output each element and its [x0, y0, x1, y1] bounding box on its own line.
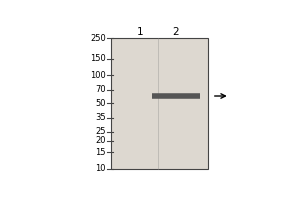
Text: 10: 10 [95, 164, 106, 173]
Text: 20: 20 [95, 136, 106, 145]
Text: 100: 100 [90, 71, 106, 80]
Text: 50: 50 [95, 99, 106, 108]
Bar [111, 38, 208, 169]
Text: 70: 70 [95, 85, 106, 94]
Text: 150: 150 [90, 54, 106, 63]
Text: 15: 15 [95, 148, 106, 157]
Text: 35: 35 [95, 113, 106, 122]
Text: 2: 2 [172, 27, 179, 37]
Text: 25: 25 [95, 127, 106, 136]
Text: 250: 250 [90, 34, 106, 43]
Text: 1: 1 [137, 27, 144, 37]
